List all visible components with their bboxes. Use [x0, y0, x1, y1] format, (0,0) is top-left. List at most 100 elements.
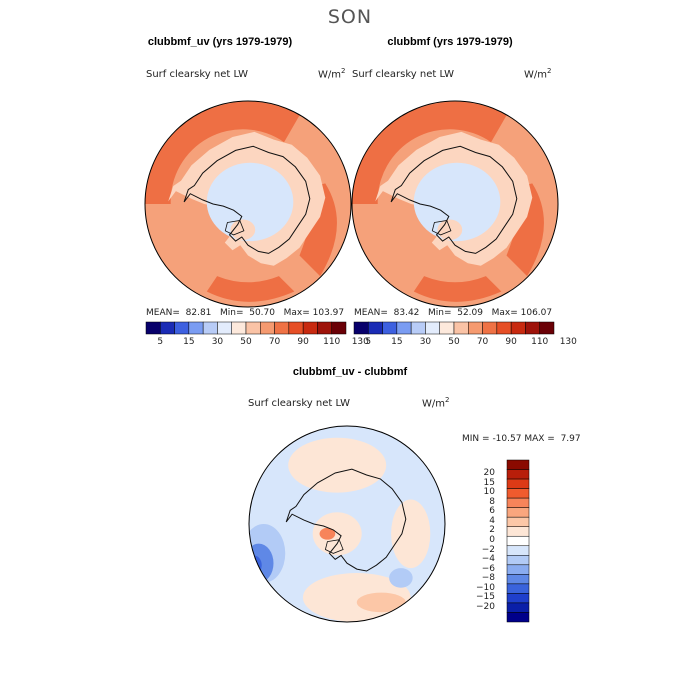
colorbar-tick-label: 2 [489, 525, 495, 536]
colorbar-tick-label: 70 [268, 337, 281, 347]
panel1-title: clubbmf_uv (yrs 1979-1979) [147, 36, 293, 48]
colorbar-tick-label: 8 [489, 496, 495, 507]
coastline [285, 468, 407, 572]
panel1-max: 103.97 [312, 308, 345, 318]
colorbar-swatch [288, 321, 304, 335]
colorbar-swatch [453, 321, 469, 335]
colorbar-tick-label: 15 [483, 477, 495, 488]
colorbar-tick-label: 50 [240, 337, 252, 347]
colorbar-swatch [202, 321, 218, 335]
colorbar-swatch [506, 535, 530, 547]
colorbar-tick-label: 30 [419, 337, 432, 347]
map-frame [248, 425, 446, 623]
colorbar-tick-label: −4 [481, 554, 495, 565]
colorbar-swatch [506, 545, 530, 556]
colorbar-tick-label: 0 [489, 535, 495, 545]
panel1-unit: W/m2 [318, 67, 346, 81]
colorbar-swatch [539, 321, 555, 335]
colorbar-swatch [510, 321, 526, 335]
panel2-title: clubbmf (yrs 1979-1979) [387, 36, 513, 48]
panel3-unit: W/m2 [422, 396, 450, 410]
colorbar-swatch [506, 488, 530, 499]
colorbar-tick-label: −8 [481, 573, 495, 584]
ice-shelf [431, 220, 452, 236]
colorbar-tick-label: 90 [505, 337, 517, 347]
colorbar-tick-label: 90 [297, 337, 309, 347]
region-m2-to-m4 [389, 568, 413, 588]
colorbar-tick-label: 50 [448, 337, 460, 347]
season-title: SON [327, 6, 373, 28]
colorbar-tick-label: −15 [476, 592, 495, 603]
region-90-110 [299, 183, 337, 277]
colorbar-swatch [353, 321, 369, 335]
colorbar-swatch [260, 321, 275, 335]
colorbar-swatch [506, 459, 530, 470]
colorbar-swatch [496, 321, 512, 335]
panel3-variable: Surf clearsky net LW [248, 398, 351, 409]
map-frame [144, 100, 352, 308]
region-0-to-2 [288, 437, 387, 493]
region-m8-to-m10 [249, 555, 262, 575]
coastline [183, 145, 311, 254]
colorbar-tick-label: 4 [489, 515, 495, 526]
colorbar-swatch [382, 321, 398, 335]
region-50-70 [230, 219, 256, 241]
colorbar-swatch [396, 321, 412, 335]
colorbar-tick-label: 110 [531, 337, 549, 347]
panel3-max: 7.97 [560, 434, 581, 444]
colorbar-tick-label: 5 [365, 337, 372, 347]
colorbar-swatch [317, 321, 332, 335]
region-30-50 [413, 162, 501, 242]
colorbar-tick-label: 30 [211, 337, 224, 347]
region-2-to-4 [356, 592, 406, 613]
colorbar-swatch [506, 469, 530, 480]
colorbar-swatch [506, 564, 530, 575]
panel1-colorbar-labels: 5 15 30 50 70 90 110 130 [146, 337, 368, 349]
panel1-stats: MEAN= 82.81 Min= 50.70 Max= 103.97 [146, 308, 345, 318]
colorbar-swatch [506, 497, 530, 508]
colorbar-swatch [188, 321, 204, 335]
colorbar-swatch [302, 321, 318, 335]
colorbar-swatch [506, 612, 530, 623]
colorbar-swatch [506, 526, 530, 537]
colorbar-swatch [506, 602, 530, 613]
colorbar-tick-label: 110 [323, 337, 341, 347]
colorbar-swatch [410, 321, 426, 335]
panel2-min: 52.09 [457, 308, 483, 318]
region-0-to-2 [312, 512, 362, 556]
colorbar-tick-label: −2 [481, 544, 495, 555]
region-4-to-6 [319, 527, 336, 540]
coastline [390, 145, 518, 254]
panel1-variable: Surf clearsky net LW [146, 69, 249, 80]
colorbar-swatch [217, 321, 232, 335]
region-90-110 [145, 101, 300, 204]
region-0-to-2 [391, 499, 431, 569]
panel2-max: 106.07 [520, 308, 553, 318]
panel3-min: -10.57 [492, 434, 522, 444]
colorbar-swatch [231, 321, 247, 335]
colorbar-tick-label: 15 [391, 337, 403, 347]
ice-shelf [224, 220, 245, 236]
panel2-colorbar-labels: 5 15 30 50 70 90 110 130 [354, 337, 576, 349]
colorbar-tick-label: 10 [483, 487, 495, 498]
colorbar-swatch [245, 321, 261, 335]
colorbar-swatch [439, 321, 455, 335]
colorbar-swatch [274, 321, 290, 335]
colorbar-tick-label: 15 [183, 337, 195, 347]
colorbar-swatch [160, 321, 175, 335]
panel3-polar-map [248, 425, 446, 623]
panel2-colorbar [353, 321, 555, 335]
region-90-110 [506, 183, 544, 277]
panel1-mean: 82.81 [185, 308, 212, 318]
colorbar-tick-label: −10 [476, 582, 495, 593]
colorbar-swatch [174, 321, 190, 335]
colorbar-swatch [331, 321, 347, 335]
panel3-title: clubbmf_uv - clubbmf [292, 366, 408, 378]
colorbar-swatch [482, 321, 498, 335]
colorbar-swatch [506, 478, 530, 489]
panel1-polar-map [144, 100, 352, 308]
colorbar-swatch [525, 321, 540, 335]
region-90-110 [413, 276, 502, 302]
map-frame [351, 100, 559, 308]
colorbar-tick-label: 6 [489, 506, 495, 517]
